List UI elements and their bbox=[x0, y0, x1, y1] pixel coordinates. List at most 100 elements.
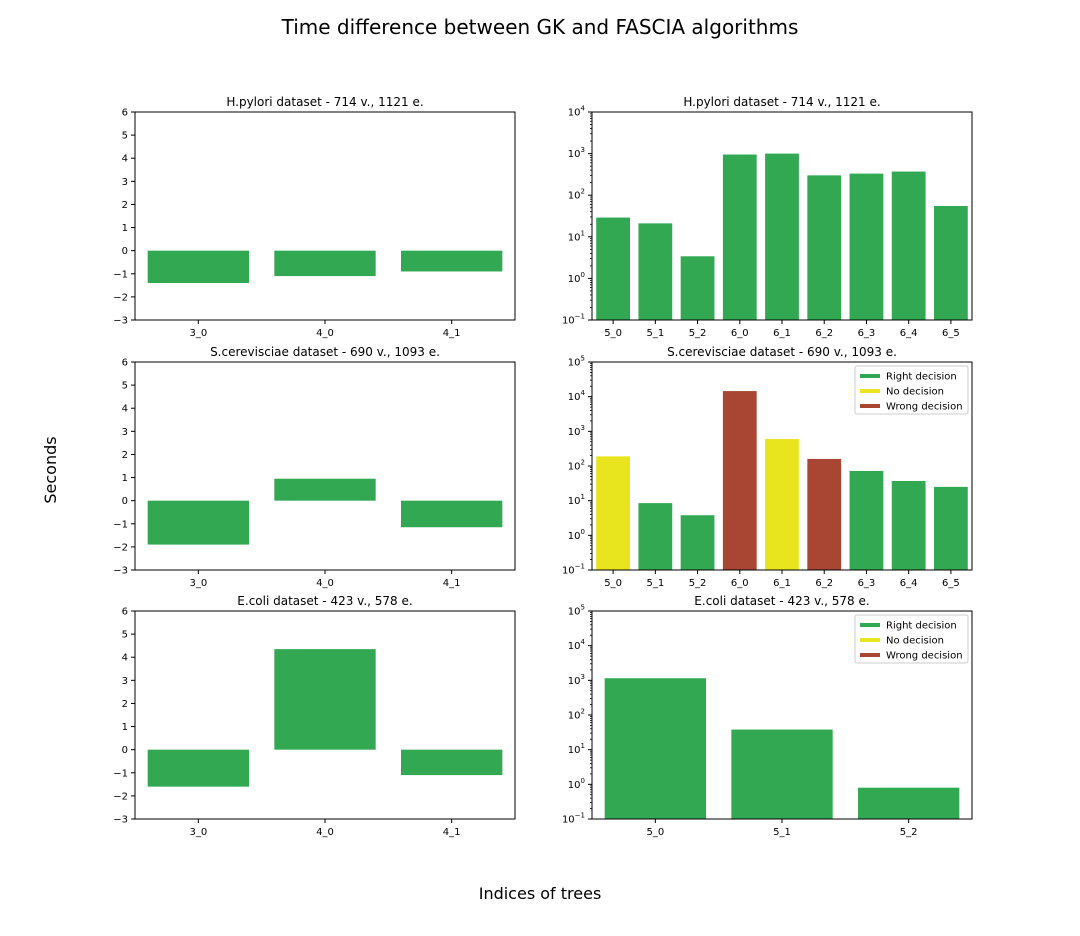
x-tick-label: 5_1 bbox=[646, 328, 664, 339]
x-tick-label: 3_0 bbox=[189, 578, 207, 589]
y-tick-label: 100 bbox=[568, 777, 585, 791]
y-tick-label: −1 bbox=[113, 768, 128, 779]
figure-x-axis-label: Indices of trees bbox=[479, 884, 602, 903]
y-tick-label: 6 bbox=[122, 358, 128, 369]
x-tick-label: 4_1 bbox=[443, 578, 461, 589]
subplot-title: S.cerevisciae dataset - 690 v., 1093 e. bbox=[667, 345, 897, 359]
subplot-2: H.pylori dataset - 714 v., 1121 e. 5_0 5_1… bbox=[562, 95, 973, 339]
figure-y-axis-label: Seconds bbox=[41, 436, 60, 503]
bar-4_0 bbox=[274, 649, 376, 750]
x-tick-label: 4_0 bbox=[316, 328, 334, 339]
bar-3_0 bbox=[147, 749, 249, 787]
y-tick-label: 1 bbox=[122, 223, 128, 234]
y-tick-label: 0 bbox=[122, 496, 128, 507]
bar-5_1 bbox=[731, 729, 833, 819]
subplot-title: H.pylori dataset - 714 v., 1121 e. bbox=[226, 95, 423, 109]
x-tick-label: 3_0 bbox=[189, 328, 207, 339]
y-tick-label: 3 bbox=[122, 177, 128, 188]
bar-4_1 bbox=[401, 250, 503, 272]
legend-label: Right decision bbox=[886, 372, 957, 383]
bar-3_0 bbox=[147, 500, 249, 545]
y-tick-label: 104 bbox=[568, 105, 586, 119]
legend-box bbox=[854, 365, 969, 415]
bar-4_0 bbox=[274, 250, 376, 277]
bar-6_0 bbox=[722, 391, 757, 570]
subplot-3: S.cerevisciae dataset - 690 v., 1093 e. 3… bbox=[113, 345, 516, 589]
x-tick-label: 3_0 bbox=[189, 827, 207, 838]
x-tick-label: 5_1 bbox=[773, 827, 791, 838]
subplot-1: H.pylori dataset - 714 v., 1121 e. 3_0 4_0… bbox=[113, 95, 516, 339]
bar-6_2 bbox=[807, 175, 842, 320]
subplot-4: S.cerevisciae dataset - 690 v., 1093 e. 5… bbox=[562, 345, 973, 589]
x-tick-label: 6_1 bbox=[773, 578, 791, 589]
y-tick-label: 102 bbox=[568, 459, 585, 473]
x-tick-label: 6_3 bbox=[858, 328, 876, 339]
x-tick-label: 6_2 bbox=[815, 578, 833, 589]
x-tick-label: 5_1 bbox=[646, 578, 664, 589]
y-tick-label: 6 bbox=[122, 607, 128, 618]
y-tick-label: −1 bbox=[113, 519, 128, 530]
y-tick-label: 2 bbox=[122, 699, 128, 710]
y-tick-label: 5 bbox=[122, 630, 128, 641]
legend-box bbox=[854, 614, 969, 664]
bar-5_1 bbox=[638, 223, 673, 320]
bar-4_1 bbox=[401, 749, 503, 776]
bar-6_1 bbox=[765, 439, 799, 570]
legend-label: Wrong decision bbox=[886, 402, 963, 413]
bar-6_5 bbox=[934, 206, 968, 320]
y-tick-label: 10−1 bbox=[562, 563, 585, 577]
y-tick-label: 101 bbox=[568, 493, 585, 507]
y-tick-label: −3 bbox=[113, 815, 128, 826]
x-tick-label: 6_4 bbox=[900, 578, 918, 589]
bar-6_5 bbox=[934, 486, 968, 570]
y-tick-label: 6 bbox=[122, 108, 128, 119]
bar-5_0 bbox=[596, 456, 630, 570]
x-tick-label: 4_0 bbox=[316, 578, 334, 589]
y-tick-label: 1 bbox=[122, 473, 128, 484]
y-tick-label: 3 bbox=[122, 427, 128, 438]
legend-label: No decision bbox=[886, 636, 944, 647]
subplot-6: E.coli dataset - 423 v., 578 e. 5_0 5_1 5_2… bbox=[562, 594, 973, 838]
figure-title: Time difference between GK and FASCIA al… bbox=[281, 15, 799, 39]
y-tick-label: 103 bbox=[568, 424, 585, 438]
y-tick-label: 2 bbox=[122, 200, 128, 211]
bar-5_2 bbox=[680, 515, 715, 570]
legend-label: Wrong decision bbox=[886, 651, 963, 662]
y-tick-label: −1 bbox=[113, 269, 128, 280]
bar-5_0 bbox=[604, 678, 706, 819]
bar-5_0 bbox=[596, 217, 630, 320]
x-tick-label: 6_0 bbox=[731, 328, 749, 339]
y-tick-label: −2 bbox=[113, 542, 128, 553]
y-tick-label: 4 bbox=[122, 154, 128, 165]
bar-3_0 bbox=[147, 250, 249, 284]
x-tick-label: 5_0 bbox=[604, 328, 622, 339]
y-tick-label: 103 bbox=[568, 673, 585, 687]
x-tick-label: 5_2 bbox=[689, 328, 707, 339]
y-tick-label: 101 bbox=[568, 742, 585, 756]
bar-5_2 bbox=[680, 256, 715, 320]
bar-4_0 bbox=[274, 478, 376, 501]
legend-label: Right decision bbox=[886, 621, 957, 632]
y-tick-label: 3 bbox=[122, 676, 128, 687]
bar-6_4 bbox=[891, 171, 926, 320]
subplot-5: E.coli dataset - 423 v., 578 e. 3_0 4_0 4_1… bbox=[113, 594, 516, 838]
x-tick-label: 4_0 bbox=[316, 827, 334, 838]
subplot-title: E.coli dataset - 423 v., 578 e. bbox=[237, 594, 412, 608]
x-tick-label: 4_1 bbox=[443, 328, 461, 339]
y-tick-label: 0 bbox=[122, 745, 128, 756]
x-tick-label: 5_2 bbox=[689, 578, 707, 589]
bar-6_0 bbox=[722, 154, 757, 320]
y-tick-label: 105 bbox=[568, 604, 585, 618]
y-tick-label: 10−1 bbox=[562, 812, 585, 826]
x-tick-label: 5_0 bbox=[604, 578, 622, 589]
bar-6_4 bbox=[891, 480, 926, 570]
y-tick-label: 5 bbox=[122, 131, 128, 142]
subplot-title: E.coli dataset - 423 v., 578 e. bbox=[694, 594, 869, 608]
bar-6_3 bbox=[849, 173, 884, 320]
x-tick-label: 4_1 bbox=[443, 827, 461, 838]
y-tick-label: 103 bbox=[568, 146, 585, 160]
y-tick-label: −2 bbox=[113, 791, 128, 802]
y-tick-label: 0 bbox=[122, 246, 128, 257]
y-tick-label: −2 bbox=[113, 292, 128, 303]
